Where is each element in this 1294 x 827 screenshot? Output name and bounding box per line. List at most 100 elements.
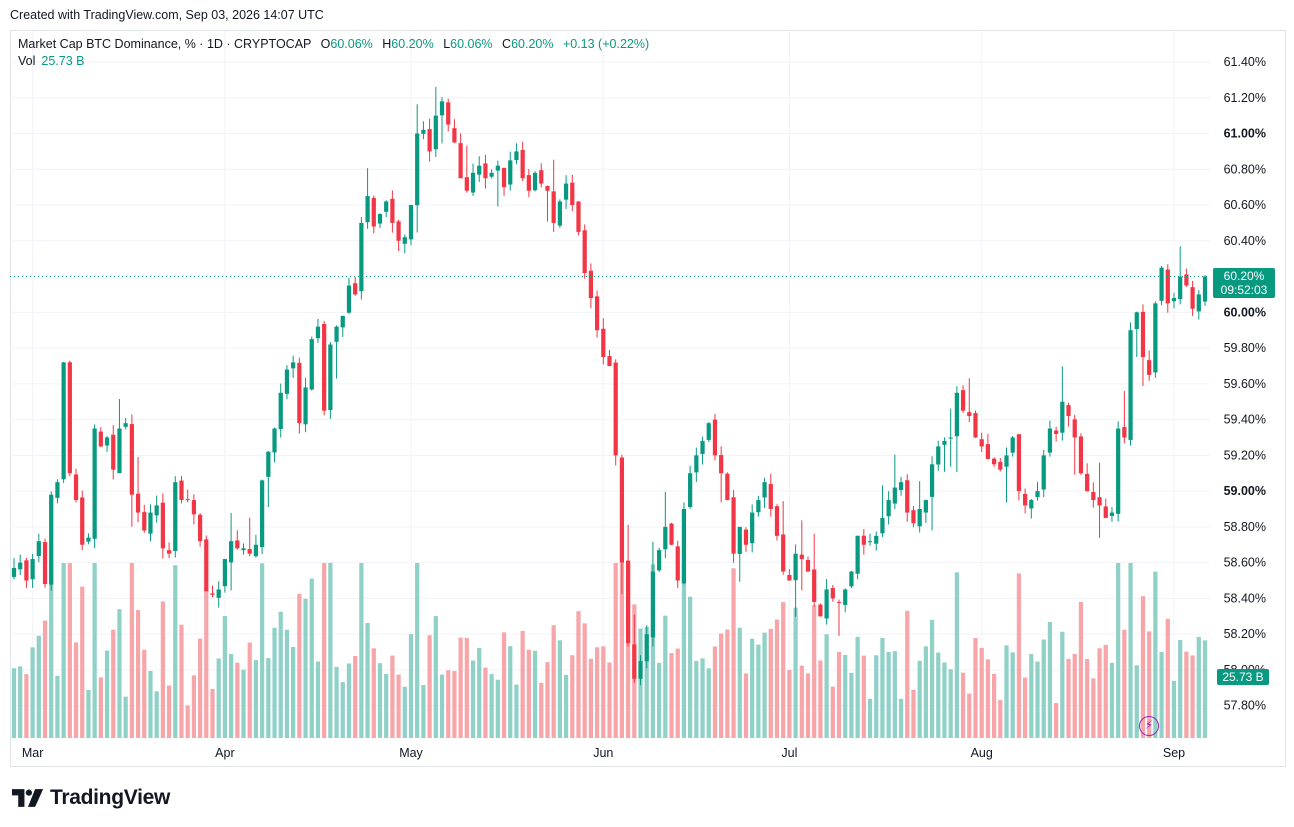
volume-bar — [719, 633, 724, 738]
candle-body — [526, 175, 531, 191]
volume-bar — [613, 563, 618, 738]
candle-body — [787, 574, 792, 581]
candle-body — [489, 172, 494, 177]
volume-bar — [427, 635, 432, 738]
candle-body — [1165, 269, 1170, 304]
volume-bar — [272, 627, 277, 738]
candle-body — [98, 431, 103, 447]
y-tick-label: 61.20% — [1224, 91, 1266, 105]
candle-body — [991, 458, 997, 465]
candle-body — [36, 541, 41, 557]
x-tick-label: May — [399, 746, 423, 760]
candle-body — [830, 588, 835, 599]
volume-bar — [594, 647, 600, 738]
candle-body — [1085, 473, 1090, 492]
volume-bar — [874, 655, 879, 738]
candle-body — [328, 344, 333, 411]
volume-bar — [650, 564, 656, 738]
volume-bar — [346, 663, 352, 738]
candle-body — [49, 494, 54, 585]
candle-body — [1016, 434, 1022, 492]
volume-bar — [1010, 652, 1015, 738]
candle-body — [576, 201, 581, 232]
candle-body — [836, 601, 842, 603]
candle-body — [154, 505, 159, 516]
volume-bar — [11, 668, 17, 738]
volume-bar — [303, 598, 308, 738]
candle-body — [501, 167, 507, 188]
volume-bar — [1097, 648, 1102, 738]
candle-body — [1147, 360, 1152, 375]
volume-bar — [86, 689, 91, 738]
candle-body — [706, 423, 711, 440]
candle-body — [936, 446, 941, 465]
volume-label: Vol — [18, 54, 36, 68]
volume-bar — [1147, 631, 1152, 738]
volume-bar — [1004, 645, 1009, 738]
volume-bar — [365, 622, 370, 738]
created-with-text: Created with TradingView.com, Sep 03, 20… — [10, 8, 324, 22]
volume-bar — [1029, 654, 1034, 738]
high-value: 60.20% — [391, 37, 434, 51]
volume-bar — [514, 684, 519, 738]
volume-bar — [241, 669, 246, 738]
candle-body — [1159, 267, 1164, 301]
candle-body — [892, 487, 897, 504]
volume-bar — [470, 660, 476, 738]
volume-bar — [173, 565, 178, 738]
volume-bar — [1171, 680, 1177, 738]
volume-bar — [1054, 703, 1059, 738]
candle-body — [601, 328, 606, 358]
volume-legend[interactable]: Vol 25.73 B — [18, 53, 84, 70]
candle-body — [18, 562, 23, 570]
volume-bar — [210, 689, 215, 738]
volume-bar — [384, 674, 389, 738]
volume-bar — [229, 654, 234, 738]
volume-bar — [18, 666, 23, 738]
candle-body — [284, 369, 290, 394]
y-tick-label: 59.40% — [1224, 413, 1266, 427]
candle-body — [470, 172, 476, 193]
candle-body — [377, 213, 383, 224]
y-tick-label: 59.00% — [1224, 484, 1266, 498]
volume-bar — [936, 652, 941, 738]
candle-body — [731, 497, 736, 554]
candle-body — [849, 571, 854, 587]
volume-bar — [439, 674, 445, 738]
candle-body — [756, 500, 761, 513]
candle-body — [390, 198, 395, 223]
close-label: C — [502, 37, 512, 51]
y-tick-label: 58.20% — [1224, 627, 1266, 641]
candle-body — [67, 362, 72, 474]
candle-body — [272, 428, 277, 453]
volume-bar — [204, 589, 209, 738]
open-label: O — [320, 37, 331, 51]
volume-bar — [768, 628, 773, 738]
candle-body — [725, 473, 730, 501]
symbol-title[interactable]: Market Cap BTC Dominance, % · 1D · CRYPT… — [18, 37, 312, 51]
candle-body — [818, 604, 823, 617]
candle-body — [185, 499, 190, 501]
volume-bar — [812, 605, 817, 738]
volume-bar — [322, 563, 327, 738]
lightning-icon[interactable]: ⚡ — [1139, 716, 1159, 736]
tradingview-logo[interactable]: TradingView — [12, 786, 170, 810]
volume-bar — [886, 652, 891, 738]
symbol-legend[interactable]: Market Cap BTC Dominance, % · 1D · CRYPT… — [18, 36, 649, 53]
candle-body — [55, 482, 60, 498]
candle-body — [1202, 276, 1208, 302]
candle-body — [1103, 506, 1108, 518]
candle-body — [954, 392, 959, 437]
volume-bar — [1035, 661, 1040, 738]
candle-body — [812, 569, 817, 602]
volume-bar — [452, 671, 457, 738]
volume-bar — [1066, 658, 1071, 738]
volume-bar — [942, 662, 947, 738]
candle-body — [384, 201, 389, 212]
candle-body — [1122, 427, 1127, 438]
grid-lines — [10, 31, 1210, 738]
volume-bar — [42, 620, 48, 738]
candle-body — [117, 428, 122, 474]
volume-bar — [1178, 640, 1183, 738]
